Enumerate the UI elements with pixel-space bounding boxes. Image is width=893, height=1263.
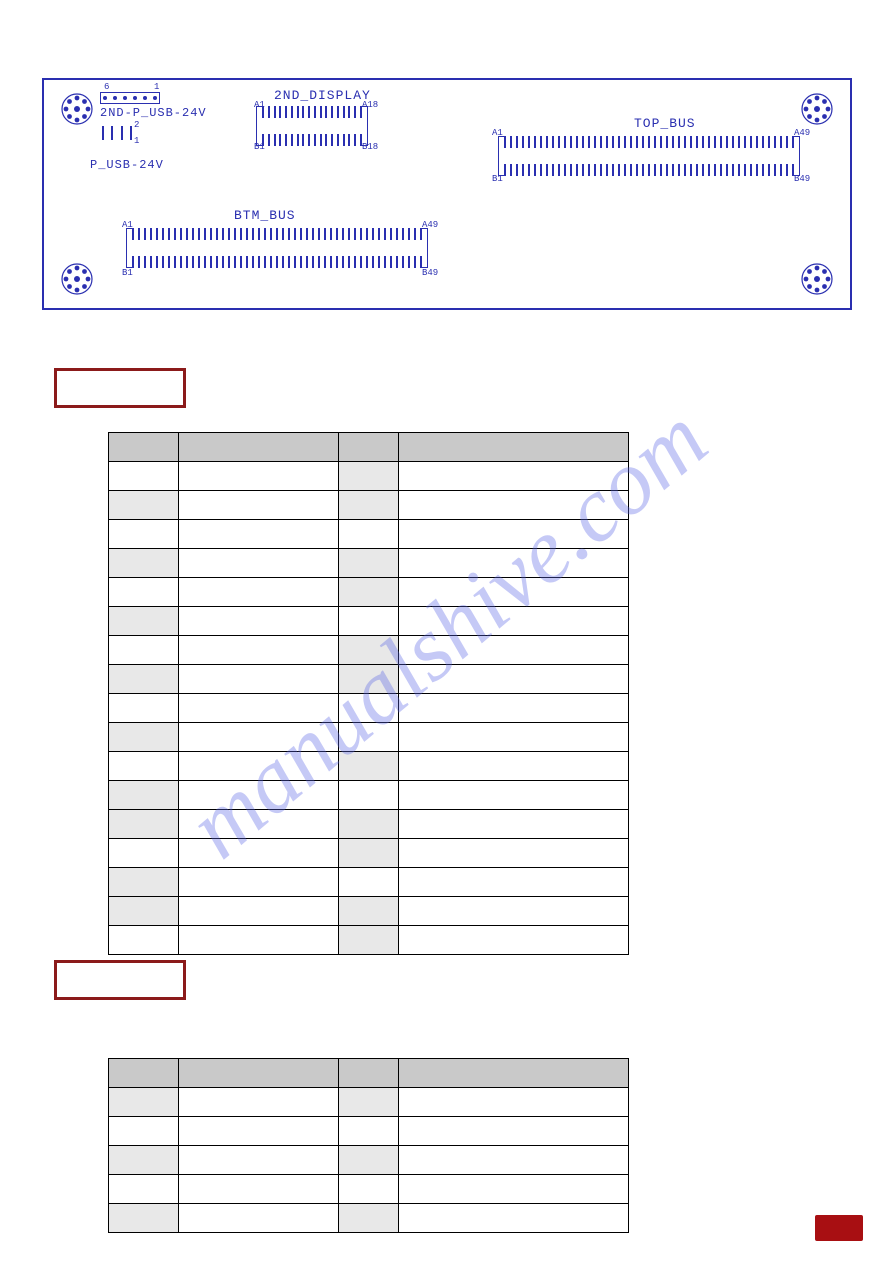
pin-btmbus-b49: B49 [422, 268, 438, 278]
mounting-hole-icon [800, 92, 834, 126]
pinout-table-2 [108, 1058, 629, 1233]
header-2nd-p-usb [100, 92, 160, 104]
pin-mark-2: 2 [134, 120, 139, 130]
pin-btmbus-b1: B1 [122, 268, 133, 278]
pin-b1: B1 [254, 142, 265, 152]
connector-btm-bus [132, 228, 422, 268]
pin-topbus-b1: B1 [492, 174, 503, 184]
mounting-hole-icon [60, 262, 94, 296]
section-box-2 [54, 960, 186, 1000]
label-top-bus: TOP_BUS [634, 116, 696, 131]
connector-2nd-display [262, 106, 362, 146]
pin-b18: B18 [362, 142, 378, 152]
label-2nd-display: 2ND_DISPLAY [274, 88, 371, 103]
label-2nd-p-usb: 2ND-P_USB-24V [100, 106, 207, 120]
mounting-hole-icon [800, 262, 834, 296]
label-btm-bus: BTM_BUS [234, 208, 296, 223]
header-p-usb [102, 122, 132, 144]
page-number-badge [815, 1215, 863, 1241]
label-p-usb: P_USB-24V [90, 158, 164, 172]
pin-mark-6: 6 [104, 82, 109, 92]
pin-mark-1b: 1 [134, 136, 139, 146]
pinout-table-1 [108, 432, 629, 955]
connector-top-bus [504, 136, 794, 176]
pin-mark-1: 1 [154, 82, 159, 92]
section-box-1 [54, 368, 186, 408]
pin-topbus-b49: B49 [794, 174, 810, 184]
pcb-diagram: 6 1 2ND-P_USB-24V 2 1 P_USB-24V 2ND_DISP… [42, 78, 852, 310]
mounting-hole-icon [60, 92, 94, 126]
